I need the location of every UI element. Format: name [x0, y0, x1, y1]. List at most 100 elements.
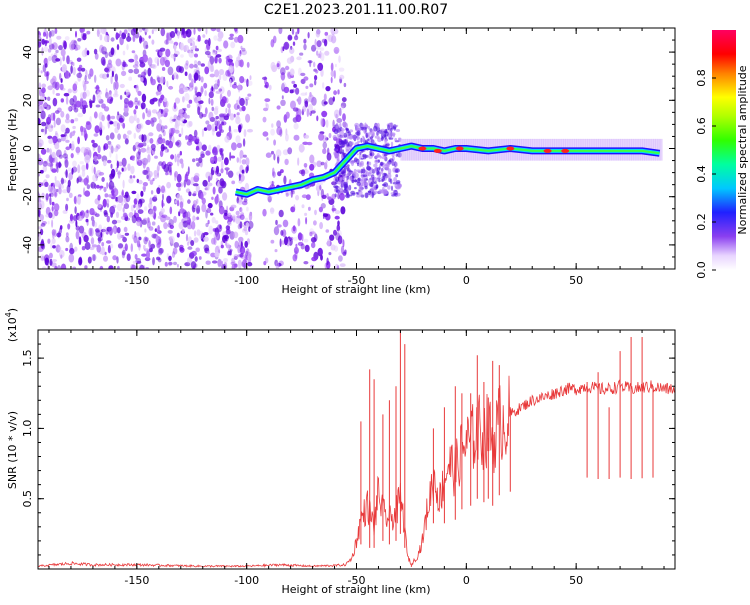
spectral-point	[211, 237, 216, 245]
spectral-point	[278, 209, 284, 218]
spectral-point	[174, 97, 181, 104]
spectral-point	[345, 127, 349, 131]
spectral-point	[354, 179, 358, 183]
spectral-point	[201, 203, 207, 213]
spectral-point	[313, 220, 317, 226]
spectral-point	[184, 173, 189, 182]
spectral-point	[64, 36, 70, 41]
spectral-point	[165, 100, 169, 108]
spectral-point	[338, 172, 342, 177]
spectral-point	[124, 232, 130, 236]
spectral-point	[130, 204, 134, 212]
spectral-point	[136, 260, 142, 264]
spectral-point	[295, 87, 300, 95]
spectral-point	[156, 75, 160, 80]
spectral-point	[114, 126, 119, 134]
spectral-point	[215, 220, 219, 225]
spectral-point	[209, 57, 212, 63]
spectral-point	[211, 260, 218, 264]
spectral-point	[76, 151, 80, 155]
spectral-point	[320, 52, 325, 62]
spectral-point	[174, 200, 177, 204]
spectral-point	[64, 132, 67, 137]
spectral-point	[156, 76, 161, 83]
spectral-point	[336, 224, 341, 232]
spectral-point	[247, 262, 253, 267]
spectral-point	[72, 125, 76, 130]
spectral-point	[51, 259, 58, 262]
spectral-point	[215, 165, 220, 175]
svg-text:(x104): (x104)	[4, 308, 19, 342]
spectral-point	[78, 256, 83, 265]
spectral-point	[44, 181, 49, 187]
spectral-point	[81, 246, 86, 251]
spectral-point	[280, 99, 286, 107]
spectral-point	[157, 137, 164, 145]
spectral-point	[149, 138, 154, 144]
spectral-point	[148, 35, 151, 39]
spectral-point	[110, 75, 113, 85]
spectral-point	[355, 131, 360, 136]
spectral-point	[115, 153, 118, 162]
spectral-point	[305, 217, 308, 225]
spectral-point	[115, 211, 120, 218]
spectral-point	[84, 133, 89, 139]
spectral-point	[225, 70, 231, 77]
spectral-point	[230, 129, 233, 139]
spectral-point	[104, 251, 107, 255]
spectral-point	[56, 35, 62, 40]
spectral-point	[233, 28, 238, 32]
spectral-point	[47, 220, 50, 225]
spectral-point	[330, 70, 335, 77]
spectral-point	[354, 172, 359, 179]
spectral-point	[381, 183, 387, 187]
spectral-point	[64, 118, 71, 124]
spectral-point	[179, 117, 185, 122]
spectral-point	[96, 184, 100, 189]
spectral-point	[163, 222, 168, 230]
spectral-point	[176, 157, 180, 167]
spectral-point	[94, 52, 99, 60]
spectral-point	[328, 97, 334, 106]
spectral-point	[150, 117, 154, 124]
spectral-point	[188, 134, 193, 141]
spectral-point	[198, 100, 204, 104]
spectral-point	[325, 229, 330, 233]
spectral-point	[136, 178, 139, 184]
spectral-point	[218, 69, 225, 76]
spectral-point	[107, 194, 113, 198]
spectral-point	[322, 148, 327, 155]
spectral-point	[278, 28, 283, 35]
spectral-point	[169, 206, 173, 215]
spectral-point	[38, 139, 44, 147]
spectral-point	[132, 64, 139, 69]
spectral-point	[72, 160, 77, 167]
spectral-point	[367, 132, 371, 138]
spectral-point	[149, 179, 154, 185]
spectral-point	[233, 82, 237, 85]
spectral-point	[143, 77, 147, 87]
spectral-point	[195, 138, 200, 143]
spectral-point	[356, 169, 362, 173]
colorbar-tick-label: 0.0	[695, 261, 708, 279]
spectral-point	[82, 91, 87, 99]
spectral-point	[373, 163, 378, 168]
spectral-point	[121, 249, 126, 256]
spectral-point	[110, 115, 116, 120]
spectral-point	[318, 206, 323, 213]
spectral-point	[85, 218, 89, 223]
spectral-point	[237, 53, 241, 57]
spectral-point	[156, 166, 160, 174]
spectral-point	[295, 114, 302, 123]
spectral-point	[395, 129, 401, 132]
spectral-point	[165, 48, 171, 58]
spectral-point	[84, 147, 91, 153]
spectral-point	[55, 161, 59, 170]
spectral-point	[66, 197, 69, 202]
spectral-point	[214, 150, 219, 156]
spectral-point	[84, 241, 91, 250]
spectral-point	[137, 74, 142, 78]
spectral-point	[164, 261, 168, 267]
spectral-point	[247, 93, 252, 97]
spectral-point	[238, 260, 242, 269]
